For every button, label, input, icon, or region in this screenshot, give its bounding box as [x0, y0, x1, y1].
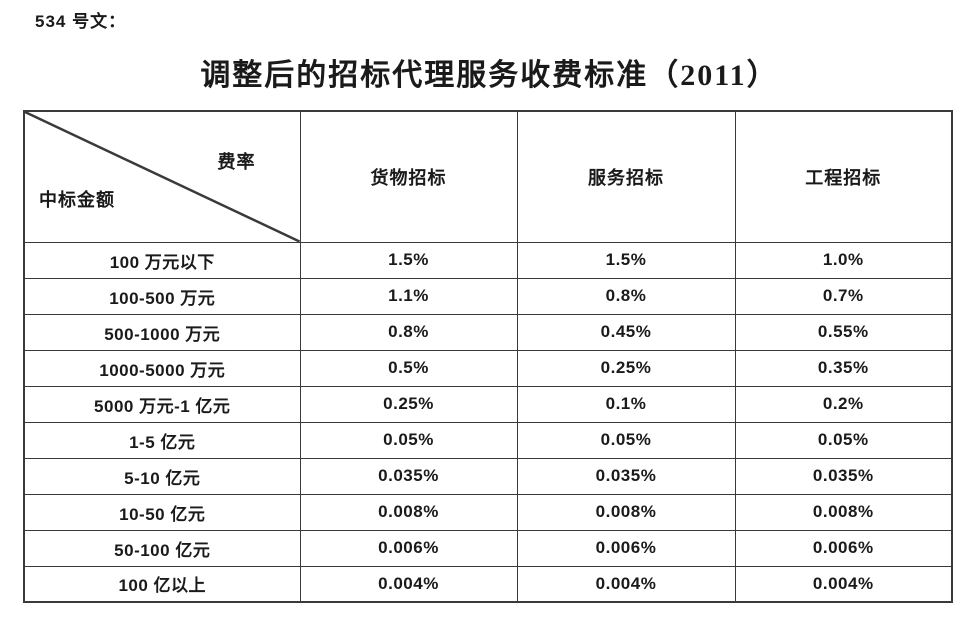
- goods-rate-cell: 0.5%: [299, 349, 518, 387]
- column-header-engineering: 工程招标: [734, 110, 953, 243]
- services-rate-cell: 0.004%: [516, 565, 736, 603]
- engineering-rate-cell: 0.7%: [734, 277, 953, 315]
- amount-cell: 100 亿以上: [23, 565, 301, 603]
- engineering-rate-cell: 0.35%: [734, 349, 953, 387]
- table-row: 5000 万元-1 亿元 0.25% 0.1% 0.2%: [23, 385, 953, 423]
- engineering-rate-cell: 0.004%: [734, 565, 953, 603]
- engineering-rate-cell: 0.006%: [734, 529, 953, 567]
- amount-cell: 10-50 亿元: [23, 493, 301, 531]
- engineering-rate-cell: 0.2%: [734, 385, 953, 423]
- engineering-rate-cell: 0.05%: [734, 421, 953, 459]
- corner-label-rate: 费率: [217, 152, 256, 172]
- amount-cell: 5-10 亿元: [23, 457, 301, 495]
- services-rate-cell: 0.8%: [516, 277, 736, 315]
- engineering-rate-cell: 0.035%: [734, 457, 953, 495]
- goods-rate-cell: 0.006%: [299, 529, 518, 567]
- table-row: 50-100 亿元 0.006% 0.006% 0.006%: [23, 529, 953, 567]
- amount-cell: 100-500 万元: [23, 277, 301, 315]
- table-row: 100-500 万元 1.1% 0.8% 0.7%: [23, 277, 953, 315]
- corner-label-amount: 中标金额: [39, 189, 115, 210]
- table-row: 500-1000 万元 0.8% 0.45% 0.55%: [23, 313, 953, 351]
- goods-rate-cell: 0.035%: [299, 457, 518, 495]
- services-rate-cell: 0.1%: [516, 385, 736, 423]
- amount-cell: 5000 万元-1 亿元: [23, 385, 301, 423]
- services-rate-cell: 0.035%: [516, 457, 736, 495]
- corner-header-cell: 费率 中标金额: [23, 110, 301, 243]
- table-row: 1000-5000 万元 0.5% 0.25% 0.35%: [23, 349, 953, 387]
- diagonal-divider-line: [25, 112, 300, 242]
- table-body: 100 万元以下 1.5% 1.5% 1.0% 100-500 万元 1.1% …: [23, 241, 953, 603]
- table-row: 10-50 亿元 0.008% 0.008% 0.008%: [23, 493, 953, 531]
- header-row: 费率 中标金额 货物招标 服务招标 工程招标: [23, 110, 953, 243]
- services-rate-cell: 0.25%: [516, 349, 736, 387]
- goods-rate-cell: 0.004%: [299, 565, 518, 603]
- goods-rate-cell: 1.5%: [299, 241, 518, 279]
- services-rate-cell: 0.05%: [516, 421, 736, 459]
- table-row: 5-10 亿元 0.035% 0.035% 0.035%: [23, 457, 953, 495]
- services-rate-cell: 1.5%: [516, 241, 736, 279]
- amount-cell: 1000-5000 万元: [23, 349, 301, 387]
- goods-rate-cell: 0.25%: [299, 385, 518, 423]
- table-row: 1-5 亿元 0.05% 0.05% 0.05%: [23, 421, 953, 459]
- amount-cell: 500-1000 万元: [23, 313, 301, 351]
- amount-cell: 100 万元以下: [23, 241, 301, 279]
- services-rate-cell: 0.45%: [516, 313, 736, 351]
- amount-cell: 50-100 亿元: [23, 529, 301, 567]
- column-header-goods: 货物招标: [299, 110, 518, 243]
- engineering-rate-cell: 0.008%: [734, 493, 953, 531]
- engineering-rate-cell: 1.0%: [734, 241, 953, 279]
- column-header-services: 服务招标: [516, 110, 736, 243]
- table-row: 100 亿以上 0.004% 0.004% 0.004%: [23, 565, 953, 603]
- table-header: 费率 中标金额 货物招标 服务招标 工程招标: [23, 110, 953, 243]
- doc-number-label: 534 号文：: [35, 12, 127, 31]
- goods-rate-cell: 0.8%: [299, 313, 518, 351]
- fee-rate-table: 费率 中标金额 货物招标 服务招标 工程招标 100 万元以下 1.5% 1.5…: [23, 110, 953, 603]
- amount-cell: 1-5 亿元: [23, 421, 301, 459]
- services-rate-cell: 0.008%: [516, 493, 736, 531]
- goods-rate-cell: 0.008%: [299, 493, 518, 531]
- table-row: 100 万元以下 1.5% 1.5% 1.0%: [23, 241, 953, 279]
- services-rate-cell: 0.006%: [516, 529, 736, 567]
- goods-rate-cell: 1.1%: [299, 277, 518, 315]
- goods-rate-cell: 0.05%: [299, 421, 518, 459]
- engineering-rate-cell: 0.55%: [734, 313, 953, 351]
- page-title: 调整后的招标代理服务收费标准（2011）: [200, 59, 779, 92]
